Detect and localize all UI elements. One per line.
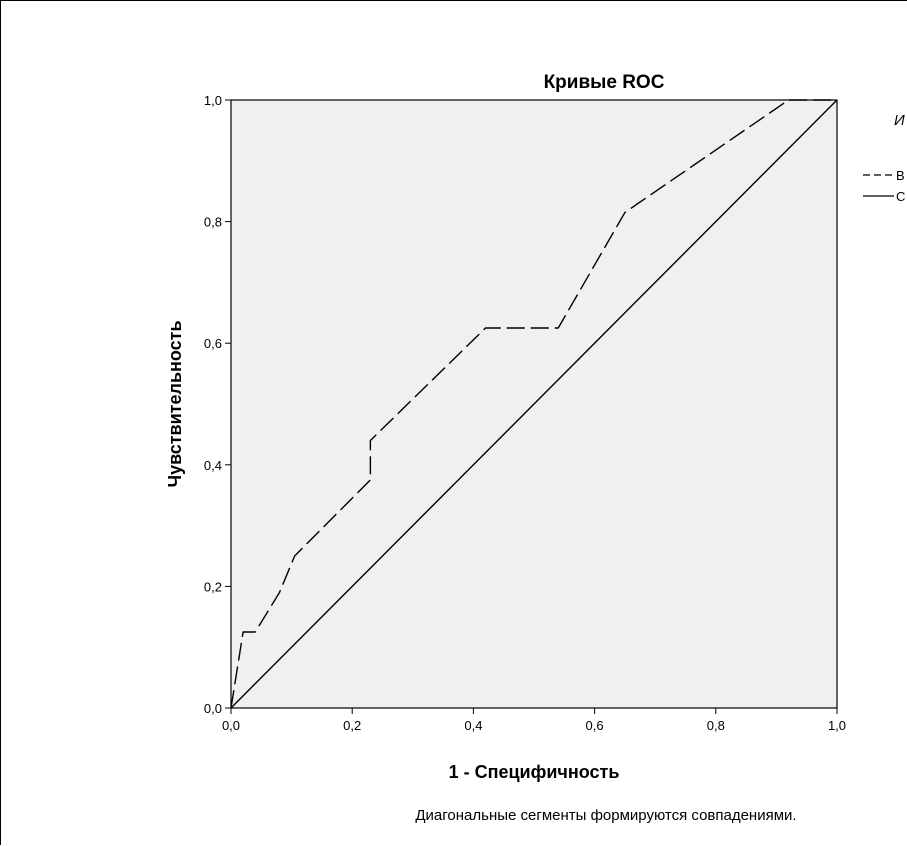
x-axis-label: 1 - Специфичность bbox=[449, 762, 620, 782]
chart-title: Кривые ROC bbox=[544, 72, 665, 93]
ticks: 0,0 0,2 0,4 0,6 0,8 1,0 0,0 0,2 0,4 0,6 0,8 1,0 bbox=[204, 93, 846, 733]
legend-entry-label: В bbox=[896, 168, 905, 183]
y-tick-label: 0,4 bbox=[204, 458, 222, 473]
y-tick-label: 0,2 bbox=[204, 579, 222, 594]
y-axis-label: Чувствительность bbox=[165, 320, 185, 487]
footnote: Диагональные сегменты формируются совпад… bbox=[415, 807, 796, 824]
legend-title: И bbox=[894, 112, 905, 129]
y-tick-label: 1,0 bbox=[204, 93, 222, 108]
x-tick-label: 0,6 bbox=[586, 718, 604, 733]
y-tick-label: 0,6 bbox=[204, 336, 222, 351]
legend: И ВС bbox=[863, 112, 905, 204]
reference-diagonal-line bbox=[230, 99, 838, 709]
x-tick-label: 0,0 bbox=[222, 718, 240, 733]
y-tick-label: 0,0 bbox=[204, 701, 222, 716]
x-tick-label: 0,8 bbox=[707, 718, 725, 733]
roc-curve-dashed bbox=[230, 99, 837, 709]
x-tick-label: 0,2 bbox=[343, 718, 361, 733]
x-tick-label: 0,4 bbox=[464, 718, 482, 733]
series-lines bbox=[230, 99, 838, 709]
x-tick-label: 1,0 bbox=[828, 718, 846, 733]
y-tick-label: 0,8 bbox=[204, 215, 222, 230]
legend-entry-label: С bbox=[896, 189, 905, 204]
